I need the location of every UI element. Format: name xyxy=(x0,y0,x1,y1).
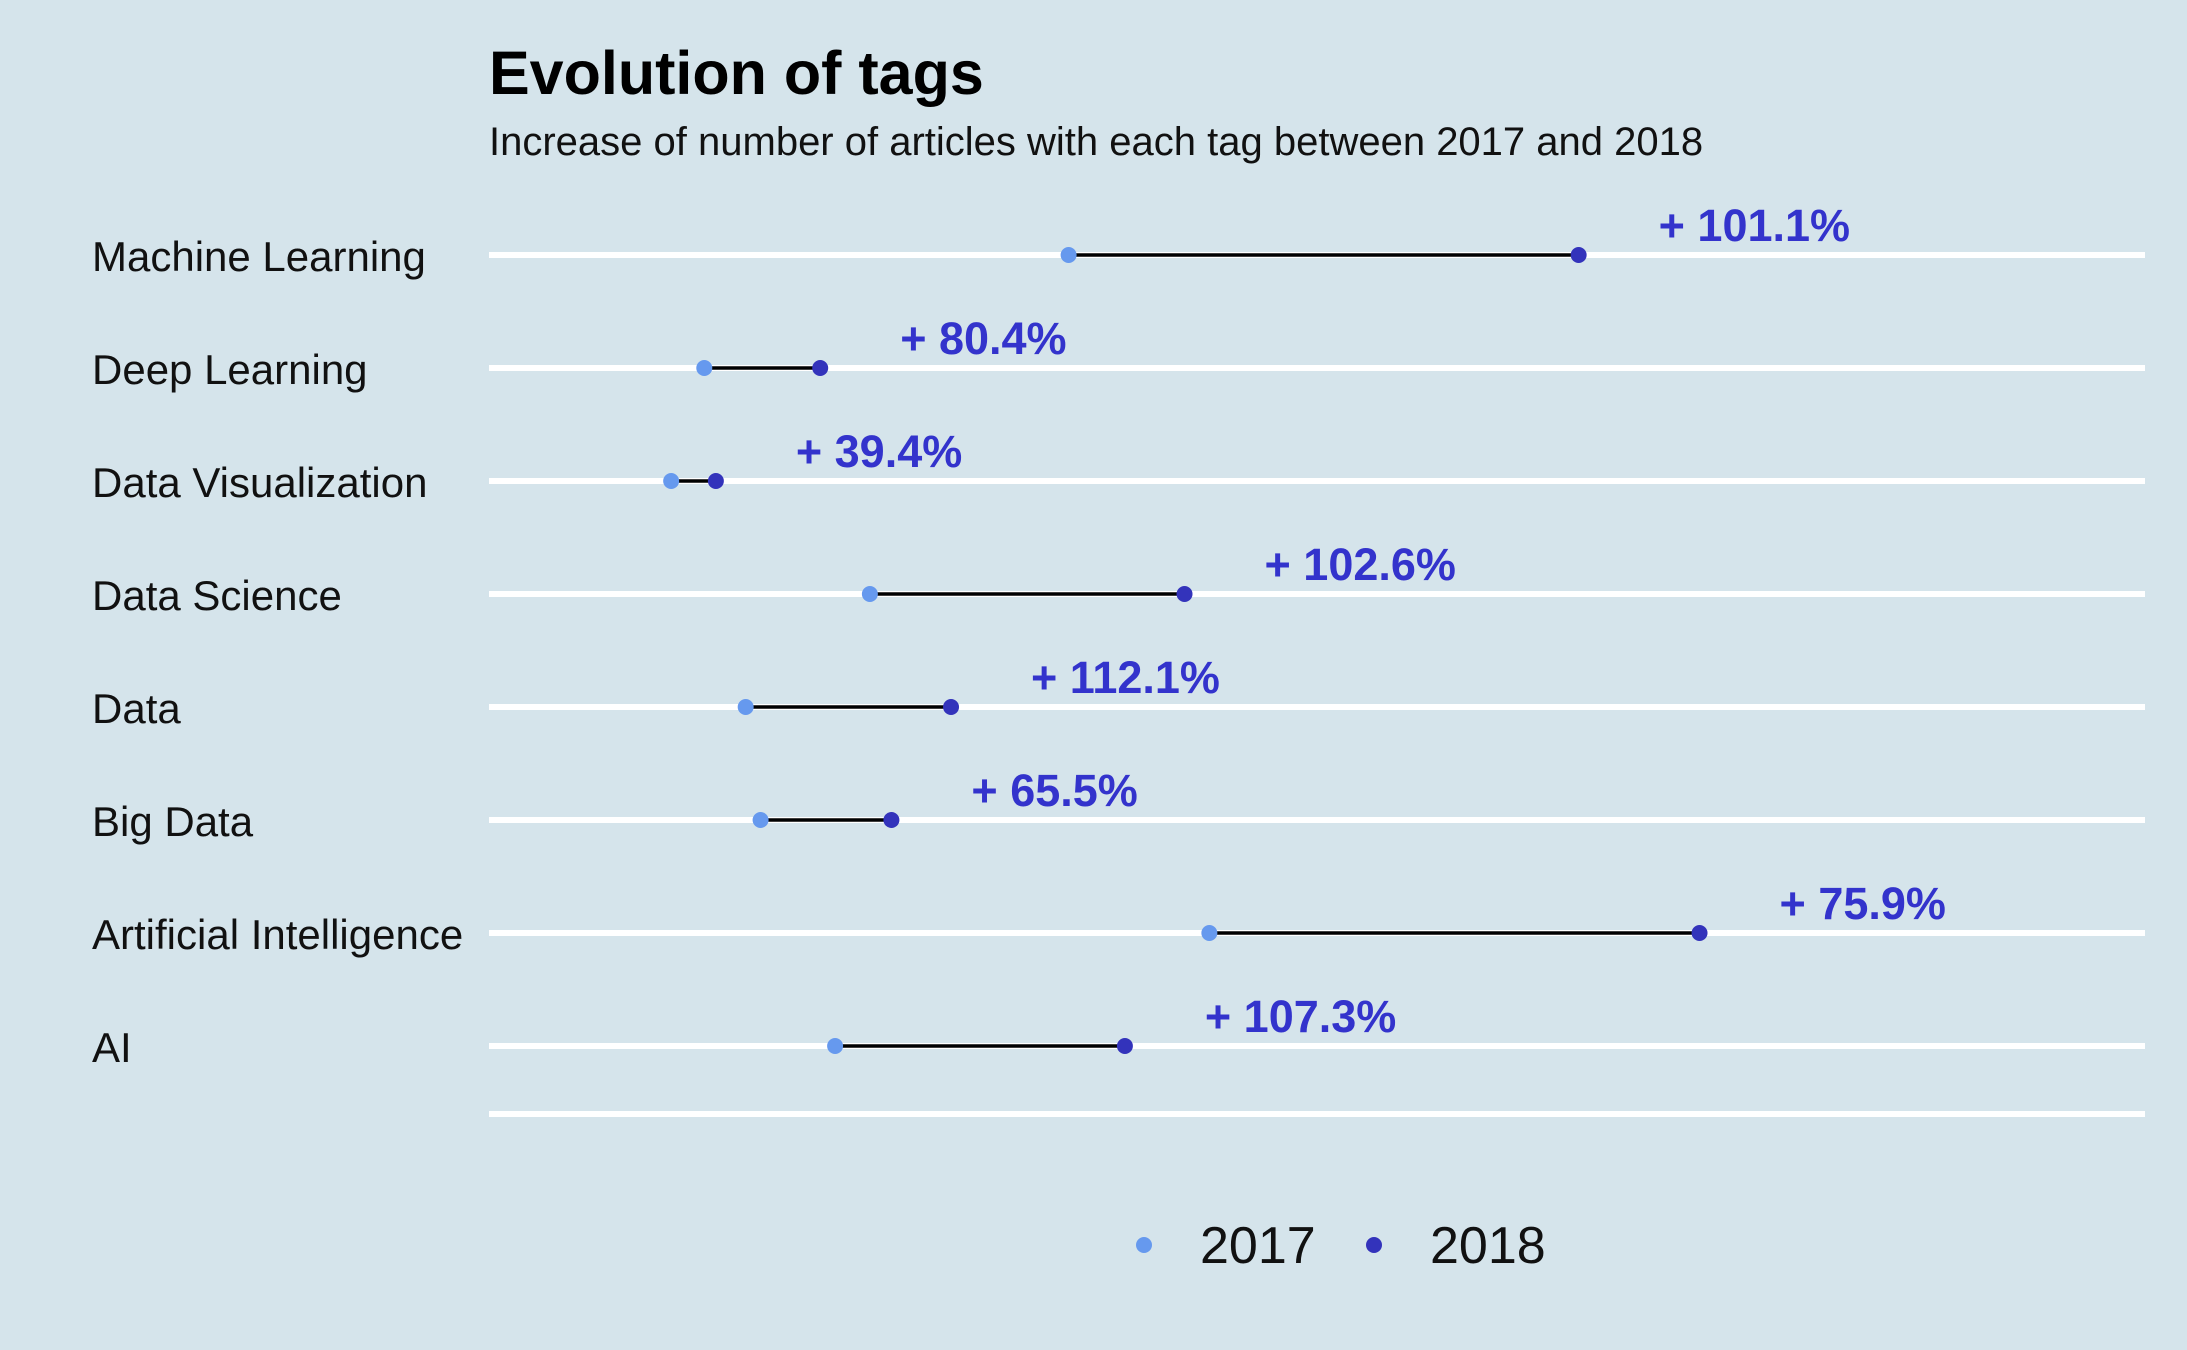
percent-change-label: + 65.5% xyxy=(971,765,1137,816)
point-2018 xyxy=(883,812,900,828)
percent-change-label: + 101.1% xyxy=(1659,200,1850,251)
point-2018 xyxy=(943,699,960,715)
point-2018 xyxy=(707,473,724,489)
category-label: Data Science xyxy=(92,572,342,619)
point-2018 xyxy=(1176,586,1193,602)
legend-marker-2018 xyxy=(1366,1237,1382,1253)
legend-marker-2017 xyxy=(1136,1237,1152,1253)
category-label: Artificial Intelligence xyxy=(92,911,463,958)
percent-change-label: + 75.9% xyxy=(1780,878,1946,929)
point-2017 xyxy=(663,473,680,489)
percent-change-label: + 39.4% xyxy=(796,426,962,477)
chart-subtitle: Increase of number of articles with each… xyxy=(489,120,1704,164)
point-2017 xyxy=(1060,247,1077,263)
category-label: Data xyxy=(92,685,181,732)
chart-title: Evolution of tags xyxy=(489,39,984,107)
point-2017 xyxy=(827,1038,844,1054)
category-label: Machine Learning xyxy=(92,233,426,280)
point-2017 xyxy=(752,812,769,828)
point-2018 xyxy=(812,360,829,376)
percent-change-label: + 112.1% xyxy=(1031,652,1220,703)
point-2017 xyxy=(861,586,878,602)
point-2018 xyxy=(1116,1038,1133,1054)
point-2017 xyxy=(1201,925,1218,941)
percent-change-label: + 80.4% xyxy=(900,313,1066,364)
point-2017 xyxy=(696,360,713,376)
point-2018 xyxy=(1691,925,1708,941)
category-label: Big Data xyxy=(92,798,254,845)
percent-change-label: + 107.3% xyxy=(1205,991,1396,1042)
percent-change-label: + 102.6% xyxy=(1265,539,1456,590)
point-2017 xyxy=(737,699,754,715)
point-2018 xyxy=(1570,247,1587,263)
category-label: Data Visualization xyxy=(92,459,427,506)
category-label: Deep Learning xyxy=(92,346,368,393)
legend-label-2017: 2017 xyxy=(1200,1217,1316,1275)
legend-label-2018: 2018 xyxy=(1430,1217,1546,1275)
category-label: AI xyxy=(92,1024,132,1071)
